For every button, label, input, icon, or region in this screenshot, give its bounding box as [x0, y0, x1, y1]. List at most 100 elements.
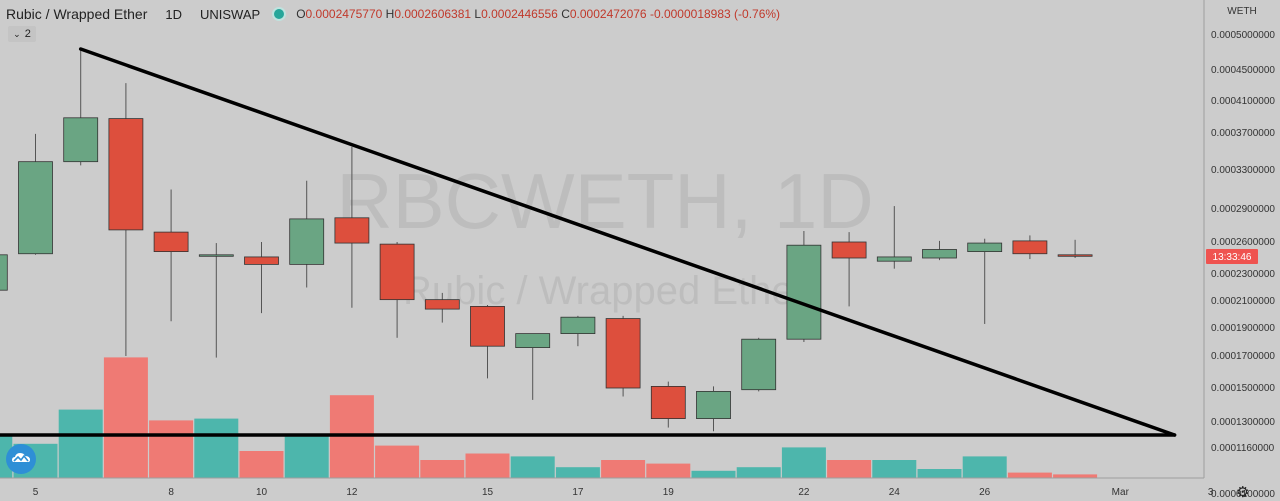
time-tick-label: 12 — [346, 487, 358, 498]
volume-bar — [781, 447, 826, 478]
candle-body-down — [470, 305, 505, 347]
price-tick-label: 0.0004100000 — [1211, 96, 1275, 107]
price-tick-label: 0.0001160000 — [1211, 443, 1275, 454]
price-tick-label: 0.0000100000 — [1211, 489, 1275, 500]
candle — [379, 242, 415, 338]
price-tick-label: 0.0001500000 — [1211, 383, 1275, 394]
candle — [560, 315, 596, 347]
candles — [0, 49, 1093, 432]
candle — [289, 180, 325, 288]
candle-body-down — [831, 241, 867, 259]
candle — [108, 83, 144, 356]
price-tick-label: 0.0003300000 — [1211, 165, 1275, 176]
volume-bar — [239, 451, 284, 478]
candle — [198, 243, 234, 358]
candle — [424, 292, 460, 323]
time-tick-label: 10 — [256, 487, 268, 498]
candle — [470, 305, 505, 379]
candle-body-down — [605, 318, 641, 389]
price-tick-label: 0.0002900000 — [1211, 204, 1275, 215]
candle-body-up — [63, 117, 99, 163]
candle-body-up — [696, 390, 731, 419]
candle-body-up — [876, 256, 912, 262]
candle — [967, 238, 1003, 324]
volume-bar — [555, 467, 600, 478]
price-tick-label: 0.0002600000 — [1211, 237, 1275, 248]
candle — [696, 386, 731, 432]
time-tick-label: 8 — [168, 487, 174, 498]
volume-bar — [646, 463, 691, 478]
current-time-label: 13:33:46 — [1213, 252, 1252, 263]
price-tick-label: 0.0004500000 — [1211, 65, 1275, 76]
candle-body-up — [560, 316, 596, 335]
candle — [650, 381, 686, 428]
price-tick-label: 0.0005000000 — [1211, 30, 1275, 41]
trendlines[interactable] — [0, 47, 1177, 437]
candle — [63, 49, 99, 166]
time-tick-label: 24 — [889, 487, 901, 498]
price-axis[interactable]: WETH 0.0000100000 0.0001160000 0.000130000… — [1203, 0, 1275, 500]
low-label: L — [474, 7, 482, 21]
time-tick-label: 3 — [1208, 487, 1214, 498]
candle-body-up — [198, 254, 234, 257]
symbol-name[interactable]: Rubic / Wrapped Ether — [6, 6, 148, 22]
time-tick-label: 26 — [979, 487, 991, 498]
candle — [334, 146, 370, 308]
high-value: 0.0002606381 — [394, 7, 472, 21]
volume-bar — [58, 409, 103, 478]
candle-body-up — [515, 333, 551, 349]
volume-bar — [691, 470, 736, 478]
indicators-toggle[interactable]: ⌄ 2 — [8, 26, 36, 42]
candle — [0, 254, 8, 291]
candle — [153, 189, 189, 322]
trend-line[interactable] — [78, 47, 1177, 437]
volume-bar — [601, 460, 646, 478]
volume-bar — [962, 456, 1007, 478]
volume-bar — [1007, 472, 1052, 478]
volume-bar — [149, 420, 194, 478]
close-value: 0.0002472076 — [569, 7, 647, 21]
price-tick-label: 0.0001900000 — [1211, 323, 1275, 334]
candle-body-up — [741, 338, 777, 391]
time-tick-label: 5 — [33, 487, 39, 498]
low-value: 0.0002446556 — [481, 7, 558, 21]
close-label: C — [561, 7, 570, 21]
high-label: H — [385, 7, 395, 21]
candle — [244, 242, 279, 314]
volume-bar — [284, 436, 329, 478]
candle-body-down — [334, 217, 370, 244]
exchange: UNISWAP — [200, 6, 261, 22]
price-tick-label: 0.0001300000 — [1211, 417, 1275, 428]
price-axis-currency: WETH — [1227, 6, 1256, 17]
market-status-icon — [272, 7, 287, 21]
candle-body-down — [379, 243, 415, 301]
candle-body-down — [1012, 240, 1048, 255]
candle — [922, 240, 957, 261]
open-value: 0.0002475770 — [305, 7, 383, 21]
open-label: O — [296, 7, 306, 21]
candle-body-down — [650, 385, 686, 419]
interval[interactable]: 1D — [165, 6, 182, 22]
candle — [1057, 239, 1093, 258]
volume-bar — [827, 460, 872, 478]
candle — [18, 133, 53, 255]
watermark: RBCWETH, 1D Rubic / Wrapped Ether — [336, 157, 873, 313]
gear-icon[interactable]: ⚙ — [1236, 484, 1250, 501]
time-axis[interactable]: 5 8 10 12 15 17 19 22 24 26 Mar 3 — [0, 477, 1214, 498]
indicator-count: 2 — [24, 28, 31, 40]
time-tick-label: Mar — [1112, 487, 1130, 498]
cloud-logo-icon[interactable] — [6, 444, 36, 474]
candle-body-down — [108, 118, 144, 231]
current-price-label: 13:33:46 — [1206, 249, 1258, 264]
volume-bar — [510, 456, 555, 478]
volume-bar — [872, 460, 917, 478]
legend-header: Rubic / Wrapped Ether 1D UNISWAP O0.0002… — [0, 0, 780, 28]
time-tick-label: 17 — [572, 487, 584, 498]
ohlc-values: O0.0002475770 H0.0002606381 L0.000244655… — [296, 7, 780, 21]
candle-body-up — [922, 249, 957, 259]
volume-bar — [194, 418, 239, 478]
candle-body-down — [424, 299, 460, 310]
time-tick-label: 22 — [798, 487, 810, 498]
chevron-down-icon: ⌄ — [13, 28, 21, 39]
